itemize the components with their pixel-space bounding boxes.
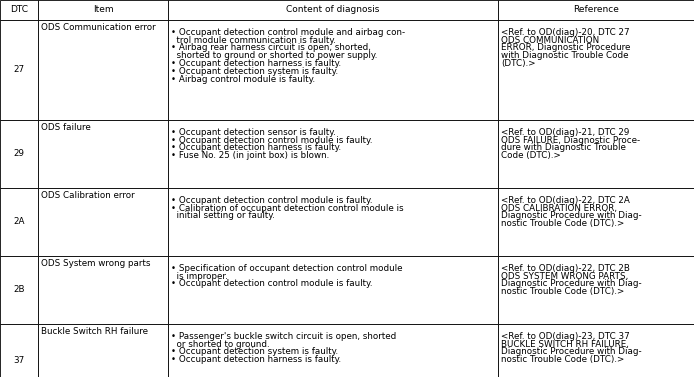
Text: ODS System wrong parts: ODS System wrong parts (41, 259, 151, 268)
Text: 29: 29 (13, 150, 24, 158)
Text: <Ref. to OD(diag)-22, DTC 2A: <Ref. to OD(diag)-22, DTC 2A (501, 196, 630, 205)
Text: • Passenger's buckle switch circuit is open, shorted: • Passenger's buckle switch circuit is o… (171, 332, 396, 341)
Text: dure with Diagnostic Trouble: dure with Diagnostic Trouble (501, 143, 626, 152)
Bar (38, 188, 168, 256)
Bar (168, 0, 498, 20)
Text: • Calibration of occupant detection control module is: • Calibration of occupant detection cont… (171, 204, 404, 213)
Text: Diagnostic Procedure with Diag-: Diagnostic Procedure with Diag- (501, 279, 642, 288)
Bar (168, 324, 498, 377)
Text: <Ref. to OD(diag)-22, DTC 2B: <Ref. to OD(diag)-22, DTC 2B (501, 264, 630, 273)
Text: ODS Communication error: ODS Communication error (41, 23, 155, 32)
Text: ODS FAILURE, Diagnostic Proce-: ODS FAILURE, Diagnostic Proce- (501, 136, 640, 144)
Text: • Occupant detection system is faulty.: • Occupant detection system is faulty. (171, 67, 338, 76)
Bar (168, 256, 498, 324)
Bar (38, 0, 168, 20)
Text: BUCKLE SWITCH RH FAILURE,: BUCKLE SWITCH RH FAILURE, (501, 340, 629, 349)
Text: Code (DTC).>: Code (DTC).> (501, 151, 561, 160)
Bar (168, 120, 498, 188)
Text: Buckle Switch RH failure: Buckle Switch RH failure (41, 327, 148, 336)
Text: shorted to ground or shorted to power supply.: shorted to ground or shorted to power su… (171, 51, 378, 60)
Bar (168, 188, 498, 256)
Text: Content of diagnosis: Content of diagnosis (287, 6, 380, 14)
Text: • Occupant detection control module is faulty.: • Occupant detection control module is f… (171, 196, 373, 205)
Text: is improper.: is improper. (171, 271, 228, 280)
Text: DTC: DTC (10, 6, 28, 14)
Bar (0, 120, 38, 188)
Text: Reference: Reference (573, 6, 619, 14)
Text: nostic Trouble Code (DTC).>: nostic Trouble Code (DTC).> (501, 355, 624, 364)
Bar (498, 0, 694, 20)
Text: 37: 37 (13, 356, 24, 365)
Text: 2B: 2B (13, 285, 25, 294)
Text: • Occupant detection system is faulty.: • Occupant detection system is faulty. (171, 348, 338, 356)
Text: <Ref. to OD(diag)-21, DTC 29: <Ref. to OD(diag)-21, DTC 29 (501, 128, 629, 137)
Text: • Occupant detection harness is faulty.: • Occupant detection harness is faulty. (171, 143, 341, 152)
Bar (498, 120, 694, 188)
Text: • Occupant detection control module and airbag con-: • Occupant detection control module and … (171, 28, 405, 37)
Text: initial setting or faulty.: initial setting or faulty. (171, 211, 275, 221)
Text: ODS failure: ODS failure (41, 123, 91, 132)
Text: ODS COMMUNICATION: ODS COMMUNICATION (501, 35, 599, 44)
Text: • Fuse No. 25 (in joint box) is blown.: • Fuse No. 25 (in joint box) is blown. (171, 151, 329, 160)
Text: • Occupant detection harness is faulty.: • Occupant detection harness is faulty. (171, 355, 341, 364)
Bar (0, 20, 38, 120)
Text: • Airbag control module is faulty.: • Airbag control module is faulty. (171, 75, 315, 84)
Bar (0, 324, 38, 377)
Text: • Occupant detection control module is faulty.: • Occupant detection control module is f… (171, 136, 373, 144)
Bar (498, 20, 694, 120)
Bar (498, 324, 694, 377)
Text: ERROR, Diagnostic Procedure: ERROR, Diagnostic Procedure (501, 43, 630, 52)
Text: nostic Trouble Code (DTC).>: nostic Trouble Code (DTC).> (501, 287, 624, 296)
Text: Item: Item (93, 6, 113, 14)
Text: • Occupant detection control module is faulty.: • Occupant detection control module is f… (171, 279, 373, 288)
Bar (498, 188, 694, 256)
Text: • Airbag rear harness circuit is open, shorted,: • Airbag rear harness circuit is open, s… (171, 43, 371, 52)
Text: trol module communication is faulty.: trol module communication is faulty. (171, 35, 336, 44)
Bar (0, 0, 38, 20)
Bar (168, 20, 498, 120)
Bar (38, 120, 168, 188)
Text: • Occupant detection sensor is faulty.: • Occupant detection sensor is faulty. (171, 128, 336, 137)
Bar (38, 20, 168, 120)
Text: ODS Calibration error: ODS Calibration error (41, 191, 135, 200)
Text: with Diagnostic Trouble Code: with Diagnostic Trouble Code (501, 51, 629, 60)
Text: Diagnostic Procedure with Diag-: Diagnostic Procedure with Diag- (501, 211, 642, 221)
Text: ODS SYSTEM WRONG PARTS,: ODS SYSTEM WRONG PARTS, (501, 271, 628, 280)
Text: or shorted to ground.: or shorted to ground. (171, 340, 270, 349)
Text: • Specification of occupant detection control module: • Specification of occupant detection co… (171, 264, 403, 273)
Bar (0, 256, 38, 324)
Text: Diagnostic Procedure with Diag-: Diagnostic Procedure with Diag- (501, 348, 642, 356)
Text: <Ref. to OD(diag)-23, DTC 37: <Ref. to OD(diag)-23, DTC 37 (501, 332, 629, 341)
Bar (0, 188, 38, 256)
Bar (38, 256, 168, 324)
Bar (38, 324, 168, 377)
Text: ODS CALIBRATION ERROR,: ODS CALIBRATION ERROR, (501, 204, 617, 213)
Text: • Occupant detection harness is faulty.: • Occupant detection harness is faulty. (171, 59, 341, 68)
Text: 27: 27 (13, 66, 24, 75)
Text: <Ref. to OD(diag)-20, DTC 27: <Ref. to OD(diag)-20, DTC 27 (501, 28, 629, 37)
Text: nostic Trouble Code (DTC).>: nostic Trouble Code (DTC).> (501, 219, 624, 228)
Text: 2A: 2A (13, 218, 25, 227)
Text: (DTC).>: (DTC).> (501, 59, 536, 68)
Bar (498, 256, 694, 324)
